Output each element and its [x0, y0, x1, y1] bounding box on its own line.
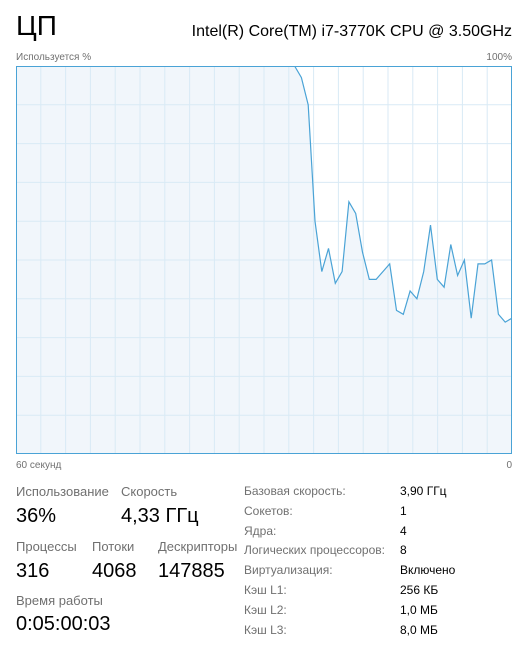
page-title: ЦП [16, 10, 57, 41]
graph-x-axis-right-label: 0 [506, 460, 512, 471]
threads-label: Потоки [92, 539, 135, 554]
detail-value: 8 [400, 543, 407, 557]
detail-value: 1 [400, 504, 407, 518]
usage-line [16, 66, 512, 323]
detail-label: Виртуализация: [244, 563, 333, 577]
detail-label: Базовая скорость: [244, 484, 346, 498]
threads-value: 4068 [92, 560, 137, 582]
graph-y-max-label: 100% [486, 52, 512, 63]
detail-value: 1,0 МБ [400, 603, 438, 617]
detail-label: Кэш L2: [244, 603, 287, 617]
detail-label: Сокетов: [244, 504, 293, 518]
detail-label: Кэш L1: [244, 583, 287, 597]
cpu-model-name: Intel(R) Core(TM) i7-3770K CPU @ 3.50GHz [191, 23, 512, 40]
detail-value: 4 [400, 524, 407, 538]
detail-label: Логических процессоров: [244, 543, 385, 557]
uptime-value: 0:05:00:03 [16, 613, 111, 635]
processes-label: Процессы [16, 539, 77, 554]
detail-value: Включено [400, 563, 456, 577]
detail-label: Кэш L3: [244, 623, 287, 637]
detail-value: 256 КБ [400, 583, 439, 597]
speed-value: 4,33 ГГц [121, 505, 199, 527]
uptime-label: Время работы [16, 593, 103, 608]
graph-y-axis-label: Используется % [16, 52, 92, 63]
processes-value: 316 [16, 560, 50, 582]
graph-x-axis-left-label: 60 секунд [16, 460, 62, 471]
usage-value: 36% [16, 505, 57, 527]
handles-value: 147885 [158, 560, 225, 582]
handles-label: Дескрипторы [158, 539, 238, 554]
detail-value: 8,0 МБ [400, 623, 438, 637]
cpu-usage-graph [16, 66, 512, 454]
usage-label: Использование [16, 484, 109, 499]
detail-value: 3,90 ГГц [400, 484, 447, 498]
speed-label: Скорость [121, 484, 178, 499]
detail-label: Ядра: [244, 524, 277, 538]
